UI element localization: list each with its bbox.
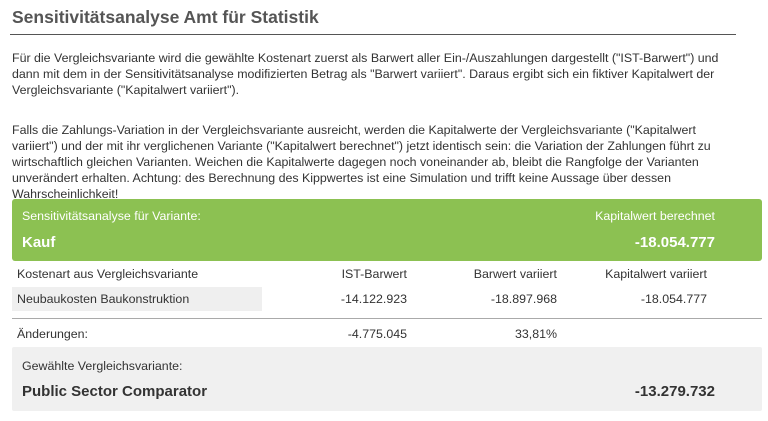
title-rule	[10, 34, 736, 35]
comparator-name: Public Sector Comparator	[22, 383, 208, 400]
table-cell: -18.054.777	[640, 292, 707, 306]
separator	[12, 318, 762, 319]
variant-value: -18.054.777	[634, 234, 715, 251]
table-header: Barwert variiert	[473, 267, 557, 281]
table-header: Kapitalwert variiert	[605, 267, 707, 281]
changes-value: -4.775.045	[347, 327, 407, 341]
table-cell: Neubaukosten Baukonstruktion	[17, 292, 190, 306]
comparator-panel: Gewählte Vergleichsvariante: Public Sect…	[12, 347, 762, 411]
page-title: Sensitivitätsanalyse Amt für Statistik	[12, 7, 319, 27]
variant-name: Kauf	[22, 234, 56, 251]
paragraph: Für die Vergleichsvariante wird die gewä…	[12, 51, 719, 97]
table-cell: -14.122.923	[340, 292, 407, 306]
changes-label: Änderungen:	[17, 327, 88, 341]
comparator-label: Gewählte Vergleichsvariante:	[22, 359, 183, 373]
panel-label: Sensitivitätsanalyse für Variante:	[22, 209, 201, 223]
changes-value: 33,81%	[514, 327, 557, 341]
variant-panel: Sensitivitätsanalyse für Variante: Kauf …	[12, 199, 762, 261]
comparator-value: -13.279.732	[634, 383, 715, 400]
row-highlight	[12, 287, 262, 311]
value-label: Kapitalwert berechnet	[595, 209, 715, 223]
table-header: Kostenart aus Vergleichsvariante	[17, 267, 199, 281]
table-header: IST-Barwert	[341, 267, 407, 281]
table-cell: -18.897.968	[490, 292, 557, 306]
paragraph: Falls die Zahlungs-Variation in der Verg…	[12, 123, 711, 201]
